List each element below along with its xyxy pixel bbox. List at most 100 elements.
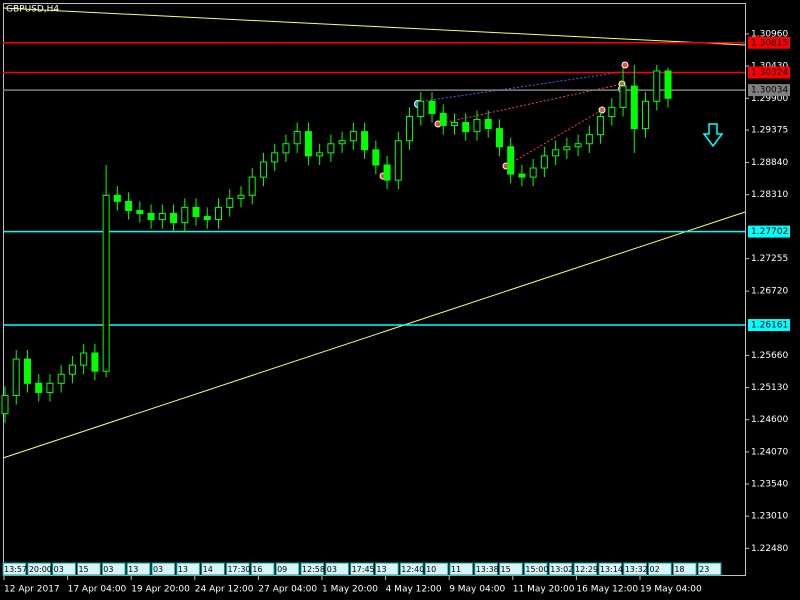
- trend-line: [2, 211, 746, 459]
- x-tick-label: 1 May 20:00: [322, 585, 378, 595]
- candle-body: [664, 70, 672, 99]
- price-level-label: 1.30324: [751, 68, 788, 78]
- candle-body: [473, 118, 481, 133]
- trade-tag: 10: [426, 565, 436, 574]
- y-tick-label: 1.23540: [751, 480, 788, 490]
- y-tick-label: 1.22480: [751, 544, 788, 554]
- trade-tag: 13: [178, 565, 188, 574]
- candle-body: [259, 161, 267, 178]
- y-tick-label: 1.27255: [751, 254, 788, 264]
- trade-tag: 03: [153, 565, 163, 574]
- candle-body: [372, 149, 380, 166]
- candle-body: [383, 164, 391, 181]
- candle-body: [23, 358, 31, 384]
- trade-tag-box: [225, 562, 250, 576]
- trade-tag-box: [523, 562, 548, 576]
- trade-tag: 12:29: [575, 565, 598, 574]
- x-tick-label: 24 Apr 12:00: [195, 585, 254, 595]
- trade-tag: 13:38: [476, 565, 499, 574]
- trade-tag: 13:57: [4, 565, 27, 574]
- trade-tag-box: [250, 562, 275, 576]
- trade-tag: 20:00: [29, 565, 52, 574]
- candle-body: [136, 209, 144, 215]
- trade-tag-box: [52, 562, 76, 576]
- trade-tag-box: [2, 562, 27, 576]
- price-level-box: [748, 225, 790, 238]
- candle-body: [215, 206, 223, 221]
- candle-body: [282, 143, 290, 154]
- trade-tag: 13: [376, 565, 386, 574]
- candle-body: [450, 122, 458, 127]
- price-level-label: 1.26161: [751, 321, 788, 331]
- candle-body: [462, 122, 470, 133]
- trade-tag: 14: [203, 565, 213, 574]
- candle-body: [507, 146, 515, 175]
- y-tick-label: 1.24070: [751, 447, 788, 457]
- candle-body: [484, 118, 492, 130]
- candle-body: [349, 131, 357, 142]
- trade-tag-box: [648, 562, 672, 576]
- trade-tag: 03: [103, 565, 113, 574]
- trade-tag: 17:45: [352, 565, 375, 574]
- trade-tag: 15:00: [525, 565, 548, 574]
- candle-body: [552, 149, 560, 157]
- trade-tag-box: [449, 562, 474, 576]
- candle-body: [642, 100, 650, 130]
- candle-body: [406, 115, 414, 142]
- y-tick-label: 1.24600: [751, 415, 788, 425]
- candle-body: [608, 106, 616, 117]
- trade-tag-box: [573, 562, 598, 576]
- trade-tag-box: [474, 562, 499, 576]
- trade-line: [505, 109, 603, 167]
- candle-body: [271, 152, 279, 163]
- trade-tag-box: [300, 562, 325, 576]
- candle-body: [394, 140, 402, 181]
- price-level-box: [748, 84, 790, 97]
- trade-tag: 15: [501, 565, 511, 574]
- trade-marker: [621, 61, 629, 69]
- trade-tag: 11: [451, 565, 461, 574]
- trade-tag-box: [350, 562, 374, 576]
- y-tick-label: 1.25130: [751, 383, 788, 393]
- trade-tag-box: [126, 562, 151, 576]
- y-tick-label: 1.30960: [751, 29, 788, 39]
- candle-body: [428, 100, 436, 114]
- candle-body: [293, 131, 301, 145]
- trade-tag-box: [325, 562, 350, 576]
- trade-tag: 02: [650, 565, 660, 574]
- candle-body: [1, 394, 9, 415]
- trade-tag-box: [598, 562, 623, 576]
- trend-line: [2, 7, 746, 46]
- trade-tag: 03: [54, 565, 64, 574]
- y-tick-label: 1.25660: [751, 351, 788, 361]
- candle-body: [540, 155, 548, 169]
- trade-tag: 23: [699, 565, 709, 574]
- x-tick-label: 17 Apr 04:00: [68, 585, 127, 595]
- candle-body: [653, 70, 661, 102]
- trade-marker: [598, 106, 606, 114]
- trade-tag-box: [499, 562, 523, 576]
- candle-body: [361, 131, 369, 151]
- x-tick-label: 11 May 20:00: [513, 585, 575, 595]
- trade-tag: 16: [252, 565, 262, 574]
- x-tick-label: 12 Apr 2017: [4, 585, 60, 595]
- y-tick-label: 1.29900: [751, 94, 788, 104]
- sell-arrow: [702, 123, 724, 148]
- candle-body: [518, 173, 526, 178]
- trade-tag: 09: [277, 565, 287, 574]
- candle-body: [574, 143, 582, 148]
- x-tick-label: 19 Apr 20:00: [131, 585, 190, 595]
- price-level-box: [748, 319, 790, 332]
- trade-tag: 12:40: [401, 565, 424, 574]
- trade-tag-box: [623, 562, 648, 576]
- candle-body: [338, 140, 346, 145]
- candle-body: [91, 352, 99, 372]
- candle-body: [417, 100, 425, 117]
- price-level-box: [748, 36, 790, 49]
- candle-body: [304, 131, 312, 157]
- x-tick-label: 4 May 12:00: [386, 585, 442, 595]
- candle-body: [226, 197, 234, 208]
- trade-tag: 13:14: [600, 565, 623, 574]
- candle-body: [158, 213, 166, 221]
- price-level-label: 1.27702: [751, 227, 788, 237]
